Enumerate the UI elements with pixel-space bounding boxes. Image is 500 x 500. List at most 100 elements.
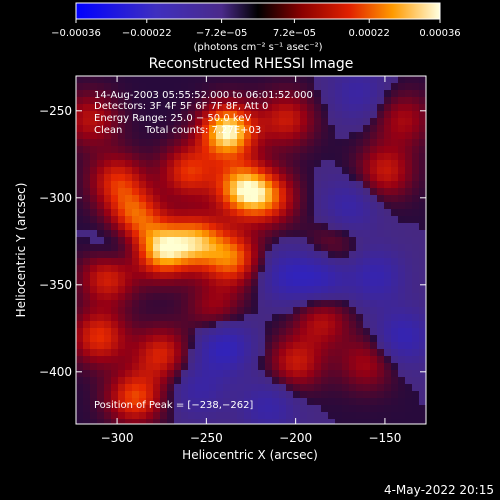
heatmap-cell: [118, 328, 125, 335]
heatmap-cell: [188, 363, 195, 370]
heatmap-cell: [223, 132, 230, 139]
heatmap-cell: [265, 160, 272, 167]
heatmap-cell: [181, 300, 188, 307]
heatmap-cell: [328, 160, 335, 167]
heatmap-cell: [405, 251, 412, 258]
heatmap-cell: [293, 139, 300, 146]
heatmap-cell: [209, 146, 216, 153]
heatmap-cell: [153, 321, 160, 328]
heatmap-cell: [118, 139, 125, 146]
heatmap-cell: [300, 265, 307, 272]
heatmap-cell: [286, 265, 293, 272]
heatmap-cell: [391, 419, 398, 424]
heatmap-cell: [363, 321, 370, 328]
heatmap-cell: [132, 209, 139, 216]
heatmap-cell: [167, 118, 174, 125]
heatmap-cell: [265, 97, 272, 104]
heatmap-cell: [251, 188, 258, 195]
heatmap-cell: [370, 307, 377, 314]
heatmap-cell: [279, 307, 286, 314]
heatmap-cell: [146, 76, 153, 83]
heatmap-cell: [314, 125, 321, 132]
heatmap-cell: [125, 321, 132, 328]
annotation-time-range: 14‑Aug‑2003 05:55:52.000 to 06:01:52.000: [94, 90, 313, 101]
heatmap-cell: [174, 202, 181, 209]
heatmap-cell: [230, 419, 237, 424]
heatmap-cell: [300, 370, 307, 377]
heatmap-cell: [153, 314, 160, 321]
heatmap-cell: [146, 237, 153, 244]
heatmap-cell: [139, 139, 146, 146]
heatmap-cell: [181, 356, 188, 363]
heatmap-cell: [118, 412, 125, 419]
heatmap-cell: [146, 265, 153, 272]
heatmap-cell: [90, 132, 97, 139]
heatmap-cell: [244, 384, 251, 391]
heatmap-cell: [118, 216, 125, 223]
heatmap-cell: [111, 419, 118, 424]
heatmap-cell: [370, 342, 377, 349]
heatmap-cell: [104, 132, 111, 139]
heatmap-cell: [76, 349, 83, 356]
heatmap-cell: [419, 251, 426, 258]
heatmap-cell: [83, 216, 90, 223]
heatmap-cell: [279, 139, 286, 146]
heatmap-cell: [104, 237, 111, 244]
heatmap-cell: [104, 167, 111, 174]
heatmap-cell: [153, 370, 160, 377]
heatmap-cell: [216, 118, 223, 125]
heatmap-cell: [118, 188, 125, 195]
heatmap-cell: [153, 146, 160, 153]
heatmap-cell: [237, 153, 244, 160]
heatmap-cell: [167, 230, 174, 237]
heatmap-cell: [160, 111, 167, 118]
heatmap-cell: [76, 251, 83, 258]
heatmap-cell: [153, 104, 160, 111]
heatmap-cell: [391, 398, 398, 405]
heatmap-cell: [391, 314, 398, 321]
heatmap-cell: [167, 244, 174, 251]
heatmap-cell: [349, 188, 356, 195]
heatmap-cell: [216, 370, 223, 377]
heatmap-cell: [419, 132, 426, 139]
heatmap-cell: [405, 419, 412, 424]
heatmap-cell: [76, 377, 83, 384]
heatmap-cell: [370, 104, 377, 111]
heatmap-cell: [181, 125, 188, 132]
heatmap-cell: [251, 279, 258, 286]
y-tick-label: −400: [39, 365, 72, 379]
heatmap-cell: [167, 363, 174, 370]
heatmap-cell: [216, 258, 223, 265]
heatmap-cell: [167, 104, 174, 111]
heatmap-cell: [174, 132, 181, 139]
heatmap-cell: [384, 314, 391, 321]
heatmap-cell: [195, 265, 202, 272]
heatmap-cell: [419, 230, 426, 237]
heatmap-cell: [384, 412, 391, 419]
heatmap-cell: [111, 279, 118, 286]
heatmap-cell: [384, 153, 391, 160]
heatmap-cell: [111, 202, 118, 209]
heatmap-cell: [237, 146, 244, 153]
heatmap-cell: [272, 307, 279, 314]
heatmap-cell: [391, 132, 398, 139]
heatmap-cell: [146, 307, 153, 314]
heatmap-cell: [286, 97, 293, 104]
heatmap-cell: [181, 216, 188, 223]
heatmap-cell: [300, 405, 307, 412]
heatmap-cell: [328, 279, 335, 286]
heatmap-cell: [97, 363, 104, 370]
heatmap-cell: [223, 349, 230, 356]
heatmap-cell: [118, 132, 125, 139]
heatmap-cell: [118, 384, 125, 391]
heatmap-cell: [118, 167, 125, 174]
heatmap-cell: [216, 391, 223, 398]
heatmap-cell: [391, 384, 398, 391]
heatmap-cell: [125, 83, 132, 90]
heatmap-cell: [307, 237, 314, 244]
heatmap-cell: [398, 251, 405, 258]
heatmap-cell: [90, 244, 97, 251]
heatmap-cell: [321, 356, 328, 363]
heatmap-cell: [314, 132, 321, 139]
heatmap-cell: [377, 356, 384, 363]
